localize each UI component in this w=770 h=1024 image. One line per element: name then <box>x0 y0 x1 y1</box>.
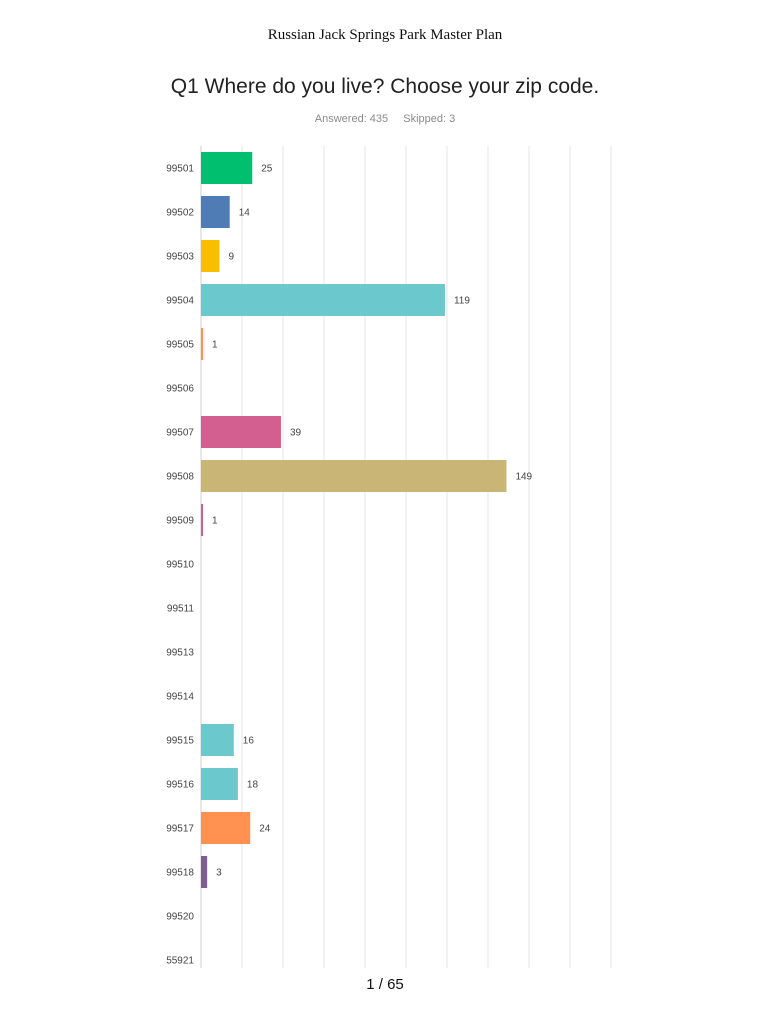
category-label: 99504 <box>166 296 194 307</box>
value-label: 14 <box>239 208 251 219</box>
value-label: 24 <box>259 824 271 835</box>
bar <box>201 328 204 360</box>
value-label: 18 <box>247 780 259 791</box>
category-label: 55921 <box>166 956 194 967</box>
value-label: 16 <box>243 736 255 747</box>
value-label: 119 <box>454 296 470 307</box>
category-label: 99515 <box>166 736 194 747</box>
value-label: 3 <box>216 868 222 879</box>
value-label: 149 <box>515 472 532 483</box>
response-stats: Answered: 435 Skipped: 3 <box>0 113 770 125</box>
bar <box>201 724 234 756</box>
category-label: 99511 <box>167 604 195 615</box>
bar <box>201 812 251 844</box>
page-number: 1 / 65 <box>366 976 404 993</box>
category-label: 99505 <box>166 340 194 351</box>
category-label: 99510 <box>166 560 194 571</box>
value-label: 39 <box>290 428 302 439</box>
category-label: 99520 <box>166 912 194 923</box>
category-label: 99514 <box>166 692 194 703</box>
value-label: 1 <box>212 340 218 351</box>
bar <box>201 856 208 888</box>
category-label: 99501 <box>166 164 194 175</box>
bar <box>201 416 281 448</box>
skipped-count: Skipped: 3 <box>403 113 456 125</box>
category-label: 99508 <box>166 472 194 483</box>
category-label: 99502 <box>166 208 194 219</box>
bar <box>201 196 230 228</box>
category-label: 99513 <box>166 648 194 659</box>
bar <box>201 460 507 492</box>
category-label: 99509 <box>166 516 194 527</box>
category-label: 99517 <box>166 824 194 835</box>
category-label: 99506 <box>166 384 194 395</box>
value-label: 1 <box>212 516 218 527</box>
bar <box>201 768 238 800</box>
document-header: Russian Jack Springs Park Master Plan <box>267 27 503 43</box>
answered-count: Answered: 435 <box>314 113 389 125</box>
category-label: 99516 <box>166 780 194 791</box>
category-label: 99518 <box>166 868 194 879</box>
category-label: 99507 <box>166 428 194 439</box>
value-label: 9 <box>228 252 234 263</box>
bar <box>201 152 253 184</box>
bar <box>201 240 220 272</box>
category-label: 99503 <box>166 252 194 263</box>
question-title: Q1 Where do you live? Choose your zip co… <box>170 75 600 98</box>
value-label: 25 <box>261 164 273 175</box>
bar <box>201 504 204 536</box>
bar <box>201 284 445 316</box>
